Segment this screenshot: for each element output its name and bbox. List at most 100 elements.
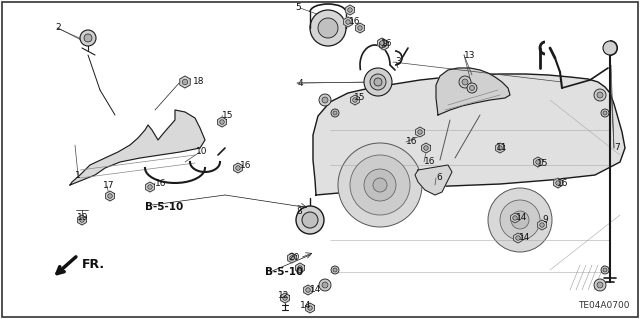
Text: 16: 16 — [557, 179, 568, 188]
Text: 16: 16 — [406, 137, 417, 146]
Circle shape — [319, 94, 331, 106]
Circle shape — [364, 169, 396, 201]
Text: 16: 16 — [240, 160, 252, 169]
Text: 15: 15 — [222, 110, 234, 120]
Text: 11: 11 — [496, 144, 508, 152]
Polygon shape — [380, 40, 388, 50]
Circle shape — [302, 212, 318, 228]
Circle shape — [500, 200, 540, 240]
Polygon shape — [378, 38, 387, 48]
Circle shape — [108, 194, 112, 198]
Circle shape — [80, 30, 96, 46]
Circle shape — [603, 41, 617, 55]
Circle shape — [358, 26, 362, 30]
Circle shape — [220, 120, 224, 124]
Circle shape — [511, 211, 529, 229]
Circle shape — [513, 216, 517, 220]
Circle shape — [350, 155, 410, 215]
Circle shape — [298, 266, 302, 270]
Text: 6: 6 — [436, 174, 442, 182]
Circle shape — [80, 218, 84, 222]
Polygon shape — [303, 285, 312, 295]
Polygon shape — [346, 5, 355, 15]
Text: 15: 15 — [354, 93, 365, 102]
Circle shape — [467, 83, 477, 93]
Circle shape — [374, 78, 382, 86]
Circle shape — [310, 10, 346, 46]
Polygon shape — [180, 76, 190, 88]
Text: 14: 14 — [519, 234, 531, 242]
Text: 8: 8 — [296, 207, 301, 217]
Polygon shape — [554, 178, 563, 188]
Text: 13: 13 — [464, 50, 476, 60]
Circle shape — [601, 109, 609, 117]
Circle shape — [290, 256, 294, 260]
Text: FR.: FR. — [82, 258, 105, 271]
Circle shape — [296, 206, 324, 234]
Text: 16: 16 — [155, 179, 166, 188]
Circle shape — [381, 43, 387, 47]
Circle shape — [331, 266, 339, 274]
Circle shape — [348, 8, 352, 12]
Text: 14: 14 — [310, 286, 321, 294]
Text: 4: 4 — [298, 78, 303, 87]
Polygon shape — [70, 110, 205, 185]
Text: 14: 14 — [516, 213, 527, 222]
Text: 9: 9 — [542, 216, 548, 225]
Polygon shape — [415, 127, 424, 137]
Circle shape — [594, 89, 606, 101]
Circle shape — [322, 282, 328, 288]
Circle shape — [283, 296, 287, 300]
Polygon shape — [415, 165, 452, 195]
Circle shape — [148, 185, 152, 189]
Circle shape — [498, 146, 502, 150]
Circle shape — [182, 79, 188, 85]
Polygon shape — [306, 303, 314, 313]
Text: 12: 12 — [278, 291, 289, 300]
Circle shape — [424, 146, 428, 150]
Circle shape — [601, 266, 609, 274]
Polygon shape — [106, 191, 115, 201]
Circle shape — [338, 143, 422, 227]
Polygon shape — [436, 68, 510, 115]
Polygon shape — [534, 157, 542, 167]
Circle shape — [594, 279, 606, 291]
Circle shape — [597, 92, 603, 98]
Polygon shape — [313, 74, 625, 195]
Text: 16: 16 — [381, 39, 392, 48]
Text: 18: 18 — [193, 78, 205, 86]
Circle shape — [353, 98, 357, 102]
Circle shape — [364, 68, 392, 96]
Text: 10: 10 — [196, 147, 207, 157]
Polygon shape — [538, 220, 547, 230]
Polygon shape — [146, 182, 154, 192]
Text: TE04A0700: TE04A0700 — [578, 300, 630, 309]
Polygon shape — [495, 143, 504, 153]
Circle shape — [462, 79, 468, 85]
Polygon shape — [287, 253, 296, 263]
Polygon shape — [514, 233, 522, 243]
Polygon shape — [422, 143, 430, 153]
Circle shape — [373, 178, 387, 192]
Text: 1: 1 — [75, 170, 81, 180]
Text: 3: 3 — [395, 57, 401, 66]
Polygon shape — [511, 213, 519, 223]
Text: 16: 16 — [424, 158, 435, 167]
Circle shape — [331, 109, 339, 117]
Circle shape — [333, 111, 337, 115]
Polygon shape — [234, 163, 243, 173]
Text: 16: 16 — [349, 18, 360, 26]
Text: B-5-10: B-5-10 — [265, 267, 303, 277]
Circle shape — [536, 160, 540, 164]
Circle shape — [370, 74, 386, 90]
Circle shape — [516, 236, 520, 240]
Text: 15: 15 — [537, 159, 548, 167]
Text: 14: 14 — [300, 301, 312, 310]
Circle shape — [236, 166, 240, 170]
Circle shape — [470, 85, 474, 91]
Circle shape — [84, 34, 92, 42]
Circle shape — [318, 18, 338, 38]
Polygon shape — [218, 117, 227, 127]
Text: 17: 17 — [103, 182, 115, 190]
Text: 5: 5 — [295, 4, 301, 12]
